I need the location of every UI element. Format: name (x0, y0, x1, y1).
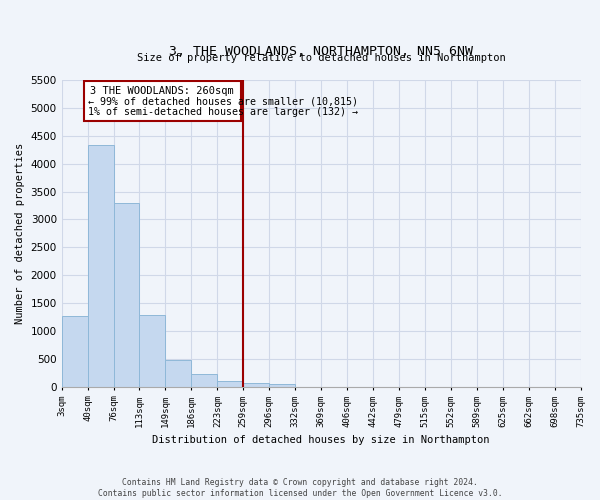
Text: Contains HM Land Registry data © Crown copyright and database right 2024.
Contai: Contains HM Land Registry data © Crown c… (98, 478, 502, 498)
Text: Size of property relative to detached houses in Northampton: Size of property relative to detached ho… (137, 53, 505, 63)
Text: 3 THE WOODLANDS: 260sqm: 3 THE WOODLANDS: 260sqm (91, 86, 234, 96)
Bar (62, 316, 88, 387)
X-axis label: Distribution of detached houses by size in Northampton: Distribution of detached houses by size … (152, 435, 490, 445)
Text: ← 99% of detached houses are smaller (10,815): ← 99% of detached houses are smaller (10… (88, 96, 358, 106)
Bar (217, 382, 243, 387)
Y-axis label: Number of detached properties: Number of detached properties (15, 143, 25, 324)
FancyBboxPatch shape (84, 81, 241, 120)
Bar (166, 360, 191, 387)
Bar (269, 384, 295, 387)
Text: 1% of semi-detached houses are larger (132) →: 1% of semi-detached houses are larger (1… (88, 108, 358, 118)
Title: 3, THE WOODLANDS, NORTHAMPTON, NN5 6NW: 3, THE WOODLANDS, NORTHAMPTON, NN5 6NW (169, 45, 473, 58)
Bar (88, 146, 113, 387)
Bar (139, 315, 166, 387)
Bar (243, 384, 269, 387)
Bar (191, 374, 217, 387)
Bar (113, 204, 139, 387)
